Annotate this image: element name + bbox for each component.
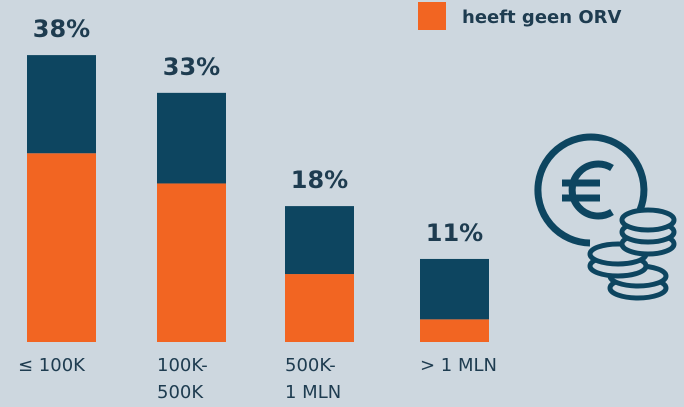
bar-segment [27,153,96,342]
bar-segment [27,55,96,154]
total-label: 18% [291,166,348,194]
bar-segment [157,92,226,184]
total-label: 11% [426,219,483,247]
total-label: 38% [33,15,90,43]
bar-segment [420,258,489,320]
bar-segment [285,274,354,342]
legend-label: heeft geen ORV [462,7,621,28]
x-tick-label: ≤ 100K [18,355,86,376]
x-tick-label: > 1 MLN [420,355,497,376]
legend-swatch [418,2,446,30]
x-tick-label: 100K- [157,355,208,376]
bar-segment [157,183,226,342]
total-label: 33% [163,53,220,81]
bar-segment [285,206,354,275]
x-tick-label: 1 MLN [285,382,341,403]
x-tick-label: 500K [157,382,204,403]
bar-segment [420,319,489,342]
x-tick-label: 500K- [285,355,336,376]
euro-icon [534,133,677,301]
